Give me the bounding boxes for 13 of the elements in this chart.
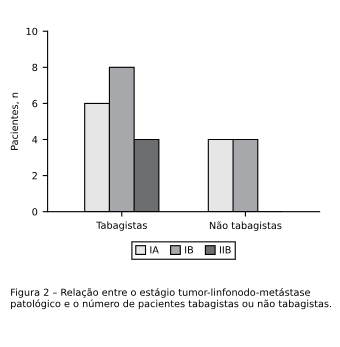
legend-label: IB [185,246,194,254]
text: Figura 2 – Relação entre o estágio tumor-linfonodo-metástase patológico e o número de pacientes tabagistas ou não tabagistas. [11,288,332,310]
legend-label: IA [150,246,159,254]
x-tick-label: Não tabagistas [210,221,282,231]
x-tick-label: Tabagistas [96,221,147,231]
y-tick-label: 6 [32,100,38,108]
y-tick-label: 0 [32,208,38,216]
legend-label: IIB [220,246,231,254]
y-tick-label: 2 [32,172,37,180]
y-axis-title: Pacientes, n [10,92,20,150]
y-tick-label: 8 [32,64,38,72]
y-tick-label: 10 [26,28,38,36]
y-tick-label: 4 [32,136,38,144]
